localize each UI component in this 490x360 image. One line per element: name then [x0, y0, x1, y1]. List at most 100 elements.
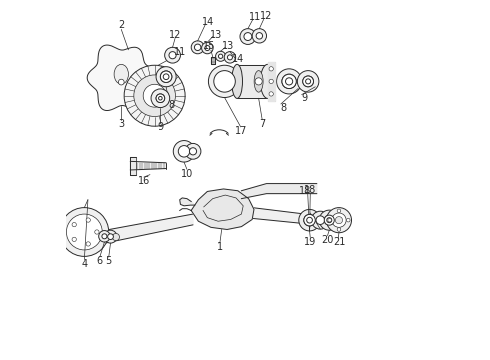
Text: 20: 20 [321, 234, 334, 244]
Circle shape [303, 76, 314, 87]
Text: 16: 16 [138, 176, 150, 186]
Circle shape [95, 230, 99, 234]
Ellipse shape [232, 64, 243, 98]
Text: 11: 11 [174, 46, 187, 57]
Polygon shape [87, 45, 158, 111]
Circle shape [185, 143, 201, 159]
Text: 17: 17 [235, 126, 247, 135]
Circle shape [191, 41, 204, 54]
Circle shape [269, 79, 273, 84]
Circle shape [156, 67, 176, 87]
Circle shape [328, 219, 331, 222]
Polygon shape [268, 62, 275, 101]
Polygon shape [237, 64, 268, 98]
Circle shape [159, 96, 162, 100]
Text: 9: 9 [157, 122, 164, 132]
Circle shape [124, 65, 185, 126]
Text: 6: 6 [97, 256, 103, 266]
Text: 4: 4 [81, 259, 87, 269]
Polygon shape [211, 57, 215, 64]
Circle shape [160, 71, 172, 82]
Circle shape [304, 215, 315, 226]
Circle shape [240, 29, 256, 44]
Circle shape [326, 208, 351, 233]
Circle shape [67, 214, 102, 250]
Circle shape [324, 215, 334, 225]
Circle shape [169, 51, 176, 59]
Circle shape [335, 217, 343, 224]
Text: 1: 1 [217, 242, 223, 252]
Circle shape [208, 65, 241, 98]
Circle shape [244, 33, 252, 41]
Circle shape [151, 89, 170, 108]
Circle shape [143, 84, 166, 107]
Circle shape [332, 213, 346, 227]
Circle shape [337, 209, 341, 213]
Text: 12: 12 [260, 12, 272, 22]
Circle shape [324, 215, 334, 225]
Circle shape [346, 219, 350, 222]
Circle shape [337, 228, 341, 231]
Circle shape [108, 234, 113, 239]
Text: 2: 2 [118, 20, 124, 30]
Circle shape [224, 51, 236, 63]
Text: 10: 10 [181, 168, 193, 179]
Polygon shape [130, 157, 136, 175]
Circle shape [216, 51, 225, 61]
Circle shape [98, 230, 110, 242]
Circle shape [195, 44, 201, 50]
Text: 15: 15 [203, 41, 215, 50]
Text: 3: 3 [118, 119, 124, 129]
Ellipse shape [114, 64, 128, 84]
Text: 7: 7 [259, 119, 266, 129]
Text: 14: 14 [232, 54, 244, 64]
Circle shape [316, 216, 324, 225]
Circle shape [178, 145, 190, 157]
Text: 14: 14 [202, 17, 215, 27]
Circle shape [163, 74, 169, 80]
Circle shape [303, 76, 314, 87]
Polygon shape [83, 230, 101, 239]
Text: 9: 9 [301, 93, 307, 103]
Text: 21: 21 [333, 237, 345, 247]
Circle shape [327, 218, 332, 223]
Circle shape [156, 94, 165, 103]
Text: 5: 5 [106, 256, 112, 266]
Polygon shape [180, 198, 195, 206]
Polygon shape [191, 189, 254, 229]
Circle shape [219, 54, 223, 58]
Circle shape [304, 215, 315, 226]
Polygon shape [130, 161, 166, 170]
Circle shape [165, 47, 180, 63]
Text: 8: 8 [169, 100, 174, 110]
Circle shape [306, 79, 311, 84]
Circle shape [134, 75, 175, 117]
Circle shape [104, 230, 117, 243]
Text: 11: 11 [249, 12, 261, 22]
Circle shape [276, 69, 302, 94]
Circle shape [112, 233, 120, 240]
Circle shape [227, 55, 232, 60]
Circle shape [72, 237, 76, 242]
Circle shape [214, 71, 235, 92]
Circle shape [282, 74, 296, 89]
Circle shape [119, 79, 124, 85]
Circle shape [282, 74, 296, 89]
Circle shape [102, 234, 107, 239]
Circle shape [299, 210, 320, 231]
Circle shape [269, 92, 273, 96]
Text: 19: 19 [304, 237, 317, 247]
Circle shape [205, 45, 210, 50]
Circle shape [255, 78, 262, 85]
Circle shape [269, 67, 273, 71]
Circle shape [190, 148, 196, 155]
Polygon shape [252, 208, 317, 225]
Text: 13: 13 [221, 41, 234, 51]
Circle shape [201, 42, 213, 54]
Circle shape [86, 218, 90, 222]
Text: 13: 13 [209, 30, 221, 40]
Circle shape [173, 140, 195, 162]
Polygon shape [242, 184, 317, 199]
Circle shape [297, 71, 319, 92]
Circle shape [252, 29, 267, 43]
